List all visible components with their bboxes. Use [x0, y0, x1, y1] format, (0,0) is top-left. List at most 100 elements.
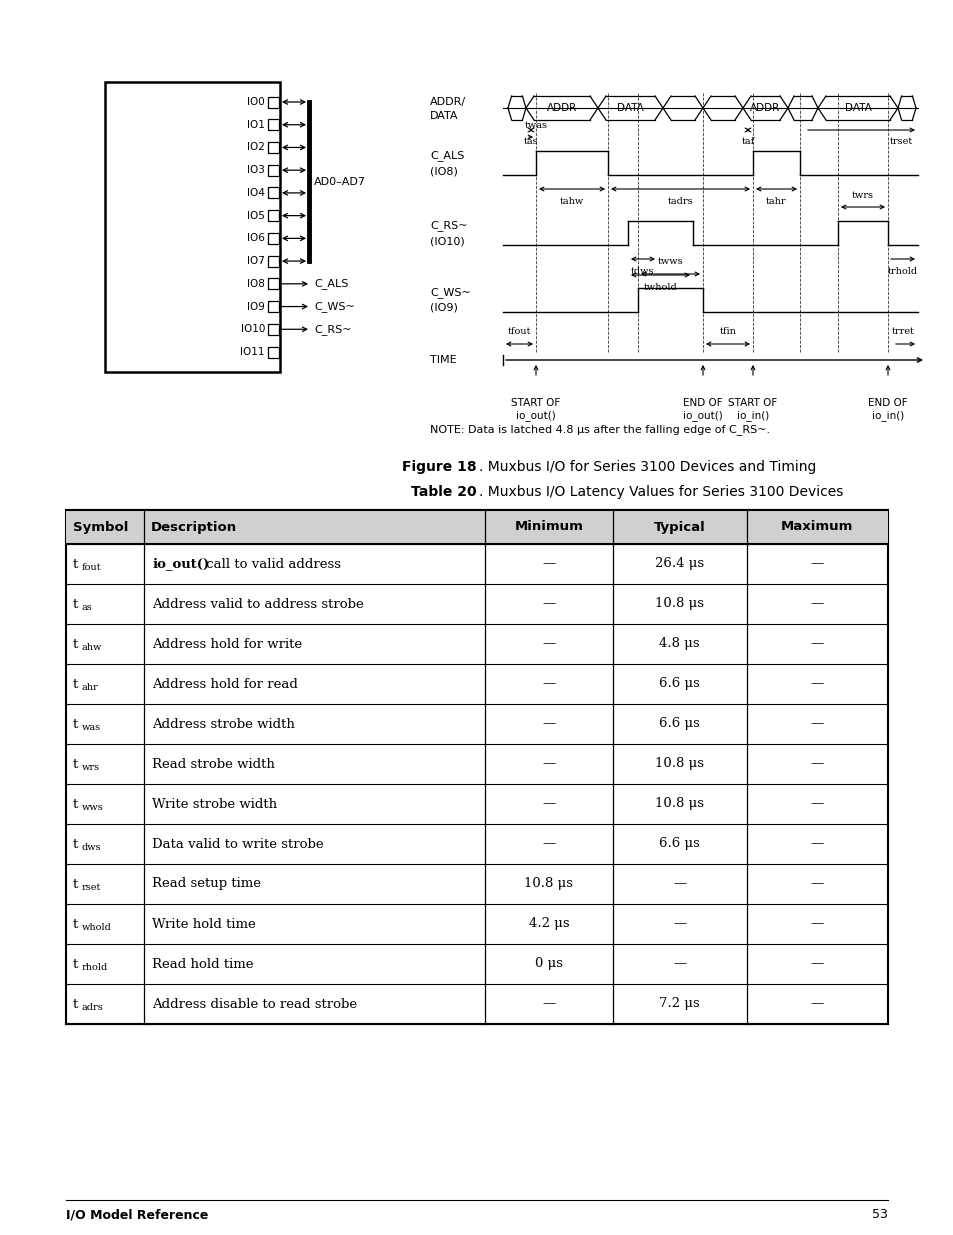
Text: Table 20: Table 20 [411, 485, 476, 499]
Text: tahr: tahr [765, 196, 786, 205]
Bar [268, 301, 278, 312]
Text: 6.6 μs: 6.6 μs [659, 718, 700, 730]
Text: adrs: adrs [82, 1004, 104, 1013]
Text: 10.8 μs: 10.8 μs [655, 598, 703, 610]
Bar [268, 120, 278, 130]
Bar [66, 510, 887, 1024]
Text: C_WS~: C_WS~ [430, 288, 470, 299]
Text: IO4: IO4 [247, 188, 265, 198]
Text: DATA: DATA [843, 103, 870, 112]
Bar [268, 256, 278, 267]
Text: 53: 53 [871, 1209, 887, 1221]
Text: START OF: START OF [727, 398, 777, 408]
Text: TIME: TIME [430, 354, 456, 366]
Text: —: — [810, 998, 823, 1010]
Text: IO0: IO0 [247, 98, 265, 107]
Text: io_out(): io_out() [682, 410, 722, 421]
Text: ADDR/: ADDR/ [430, 98, 466, 107]
Text: NOTE: Data is latched 4.8 μs after the falling edge of C_RS~.: NOTE: Data is latched 4.8 μs after the f… [430, 425, 769, 436]
Bar [268, 210, 278, 221]
Text: 7.2 μs: 7.2 μs [659, 998, 700, 1010]
Text: . Muxbus I/O Latency Values for Series 3100 Devices: . Muxbus I/O Latency Values for Series 3… [478, 485, 842, 499]
Text: t: t [73, 598, 78, 610]
Text: —: — [541, 798, 555, 810]
Text: wws: wws [82, 804, 104, 813]
Text: C_RS~: C_RS~ [314, 324, 351, 335]
Bar [268, 164, 278, 175]
Bar [66, 510, 887, 543]
Text: twrs: twrs [851, 190, 873, 200]
Text: Read setup time: Read setup time [152, 878, 261, 890]
Text: END OF: END OF [867, 398, 907, 408]
Text: t: t [73, 798, 78, 810]
Text: C_WS~: C_WS~ [314, 301, 355, 312]
Text: Description: Description [151, 520, 237, 534]
Text: 6.6 μs: 6.6 μs [659, 678, 700, 690]
Text: Address hold for write: Address hold for write [152, 637, 302, 651]
Text: —: — [810, 798, 823, 810]
Text: wrs: wrs [82, 763, 100, 773]
Text: —: — [541, 678, 555, 690]
Text: 0 μs: 0 μs [535, 957, 562, 971]
Text: tahw: tahw [559, 196, 583, 205]
Bar [268, 96, 278, 107]
Text: —: — [810, 678, 823, 690]
Text: (IO8): (IO8) [430, 165, 457, 177]
Text: io_in(): io_in() [871, 410, 903, 421]
Text: IO3: IO3 [247, 165, 265, 175]
Text: 10.8 μs: 10.8 μs [655, 798, 703, 810]
Text: io_out(): io_out() [516, 410, 556, 421]
Text: dws: dws [82, 844, 102, 852]
Bar [268, 233, 278, 243]
Text: 4.8 μs: 4.8 μs [659, 637, 700, 651]
Text: trset: trset [889, 137, 912, 147]
Text: —: — [810, 637, 823, 651]
Bar [268, 324, 278, 335]
Text: C_ALS: C_ALS [430, 151, 464, 162]
Text: AD0–AD7: AD0–AD7 [314, 177, 366, 186]
Text: Minimum: Minimum [514, 520, 582, 534]
Text: END OF: END OF [682, 398, 722, 408]
Text: tfout: tfout [507, 327, 531, 336]
Text: io_in(): io_in() [736, 410, 768, 421]
Text: . Muxbus I/O for Series 3100 Devices and Timing: . Muxbus I/O for Series 3100 Devices and… [478, 459, 816, 474]
Text: Typical: Typical [653, 520, 705, 534]
Text: Address hold for read: Address hold for read [152, 678, 297, 690]
Text: io_out(): io_out() [152, 557, 209, 571]
Text: ahr: ahr [82, 683, 99, 693]
Text: 10.8 μs: 10.8 μs [524, 878, 573, 890]
Text: Write hold time: Write hold time [152, 918, 255, 930]
Text: twas: twas [524, 121, 547, 131]
Text: (IO9): (IO9) [430, 303, 457, 312]
Text: t: t [73, 718, 78, 730]
Text: call to valid address: call to valid address [201, 557, 340, 571]
Text: t: t [73, 757, 78, 771]
Text: (IO10): (IO10) [430, 236, 464, 246]
Text: fout: fout [82, 563, 102, 573]
Text: t: t [73, 918, 78, 930]
Text: —: — [541, 718, 555, 730]
Text: —: — [810, 878, 823, 890]
Text: IO5: IO5 [247, 211, 265, 221]
Text: t: t [73, 678, 78, 690]
Text: t: t [73, 878, 78, 890]
Text: —: — [810, 598, 823, 610]
Text: —: — [810, 918, 823, 930]
Text: Read hold time: Read hold time [152, 957, 253, 971]
Text: Address valid to address strobe: Address valid to address strobe [152, 598, 363, 610]
Text: t: t [73, 637, 78, 651]
Text: Address strobe width: Address strobe width [152, 718, 294, 730]
Bar [268, 188, 278, 199]
Text: ahw: ahw [82, 643, 102, 652]
Text: IO7: IO7 [247, 256, 265, 266]
Text: was: was [82, 724, 101, 732]
Text: —: — [541, 557, 555, 571]
Text: I/O Model Reference: I/O Model Reference [66, 1209, 208, 1221]
Text: Maximum: Maximum [781, 520, 853, 534]
Text: as: as [82, 604, 92, 613]
Text: tfin: tfin [719, 327, 736, 336]
Text: DATA: DATA [617, 103, 643, 112]
Text: IO6: IO6 [247, 233, 265, 243]
Text: —: — [810, 718, 823, 730]
Text: —: — [541, 598, 555, 610]
